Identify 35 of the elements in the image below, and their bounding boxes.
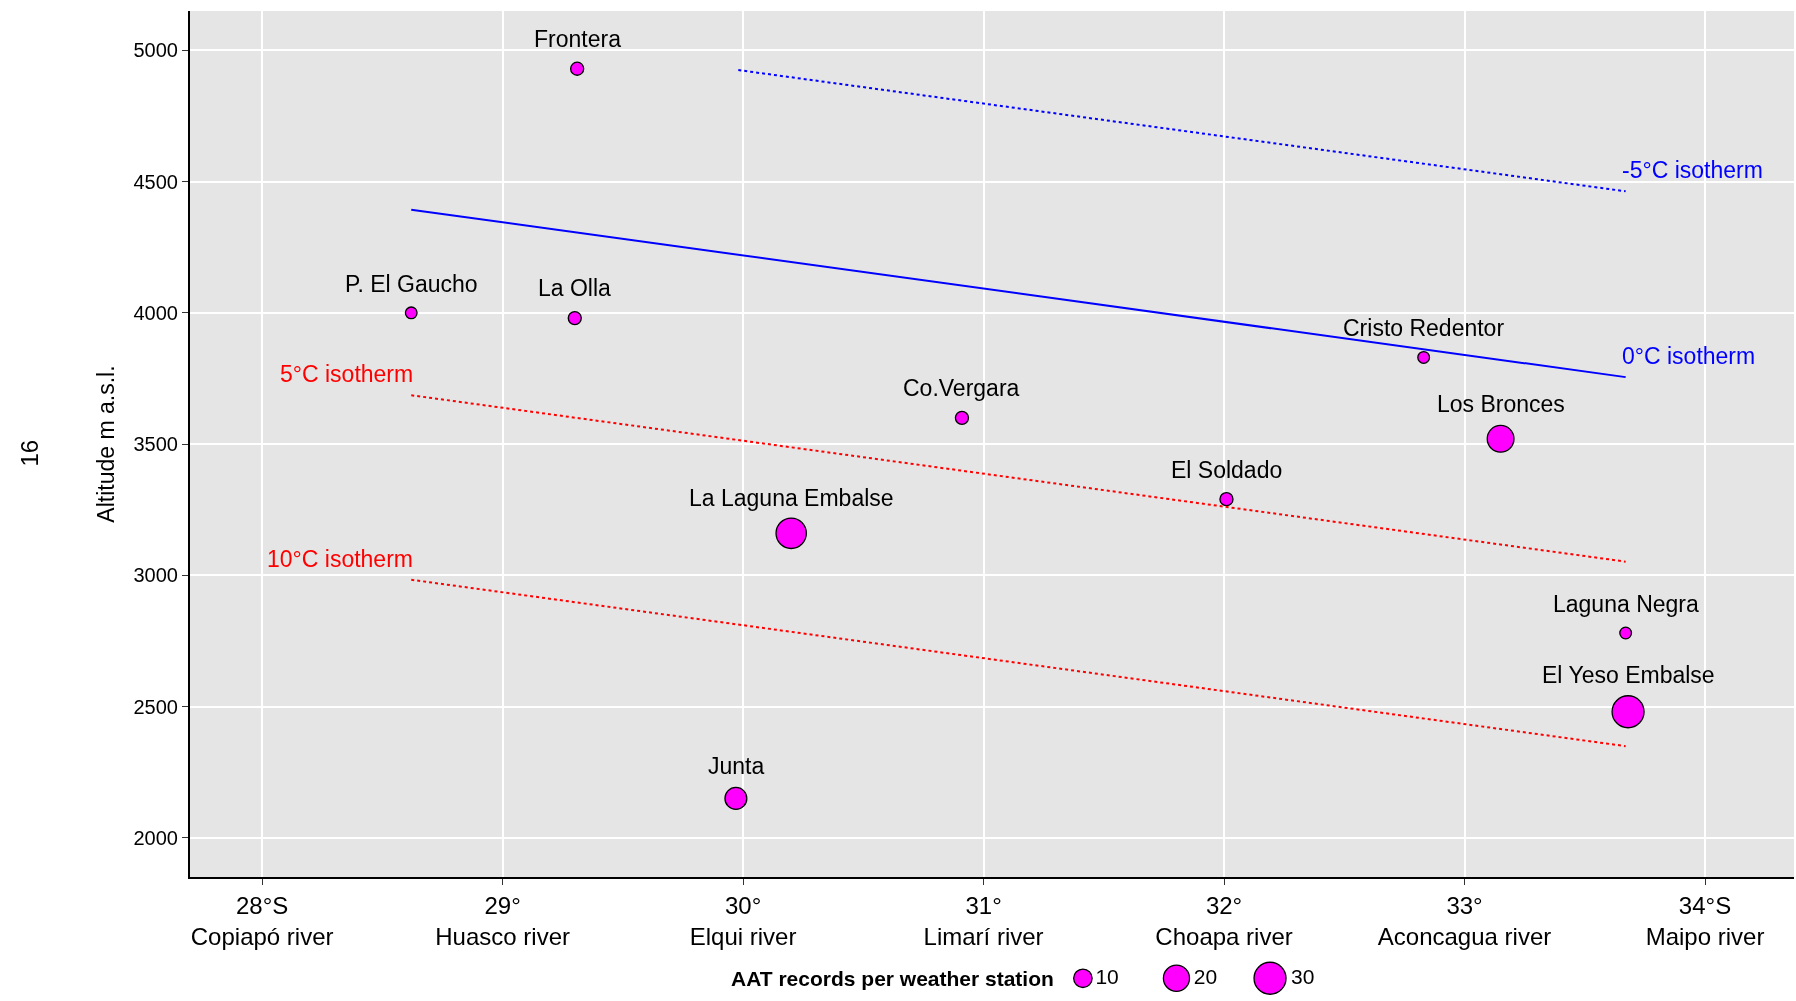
annotation: La Olla	[538, 275, 612, 301]
annotation: Co.Vergara	[903, 375, 1020, 401]
legend-label: 20	[1193, 964, 1218, 988]
annotation: Frontera	[534, 26, 622, 52]
series-label: 10°C isotherm	[267, 546, 413, 572]
annotation: La Laguna Embalse	[689, 485, 894, 511]
x-tick-label: 29° Huasco river	[435, 891, 570, 951]
annotation: P. El Gaucho	[345, 271, 478, 297]
x-tick-label: 33° Aconcagua river	[1377, 891, 1552, 951]
series-label: 5°C isotherm	[280, 361, 414, 387]
x-tick-label: 28°S Copiapó river	[190, 891, 334, 951]
annotation: El Yeso Embalse	[1542, 662, 1715, 688]
series-label: 0°C isotherm	[1622, 343, 1756, 369]
x-tick-label: 30° Elqui river	[689, 891, 797, 951]
y-tick-label: 4000	[133, 301, 178, 324]
x-tick-label: 32° Choapa river	[1155, 891, 1293, 951]
legend-label: 30	[1291, 964, 1315, 988]
annotation: Laguna Negra	[1553, 591, 1699, 617]
text: 16	[15, 439, 43, 467]
series-label: -5°C isotherm	[1622, 157, 1763, 183]
y-tick-label: 2000	[133, 826, 178, 849]
y-tick-label: 5000	[133, 39, 178, 62]
x-tick-label: 31° Limarí river	[923, 891, 1044, 951]
y-axis-title: Altitude m a.s.l.	[93, 365, 120, 523]
y-tick-label: 2500	[133, 695, 178, 718]
legend-title: AAT records per weather station	[731, 967, 1054, 990]
y-tick-label: 4500	[133, 170, 178, 193]
y-tick-label: 3000	[133, 564, 178, 587]
annotation: Los Bronces	[1437, 391, 1565, 417]
annotation: El Soldado	[1171, 457, 1283, 483]
annotation: Cristo Redentor	[1343, 315, 1505, 341]
legend-label: 10	[1095, 964, 1119, 988]
y-tick-label: 3500	[133, 433, 178, 456]
annotation: Junta	[708, 753, 765, 779]
x-tick-label: 34°S Maipo river	[1645, 891, 1765, 951]
